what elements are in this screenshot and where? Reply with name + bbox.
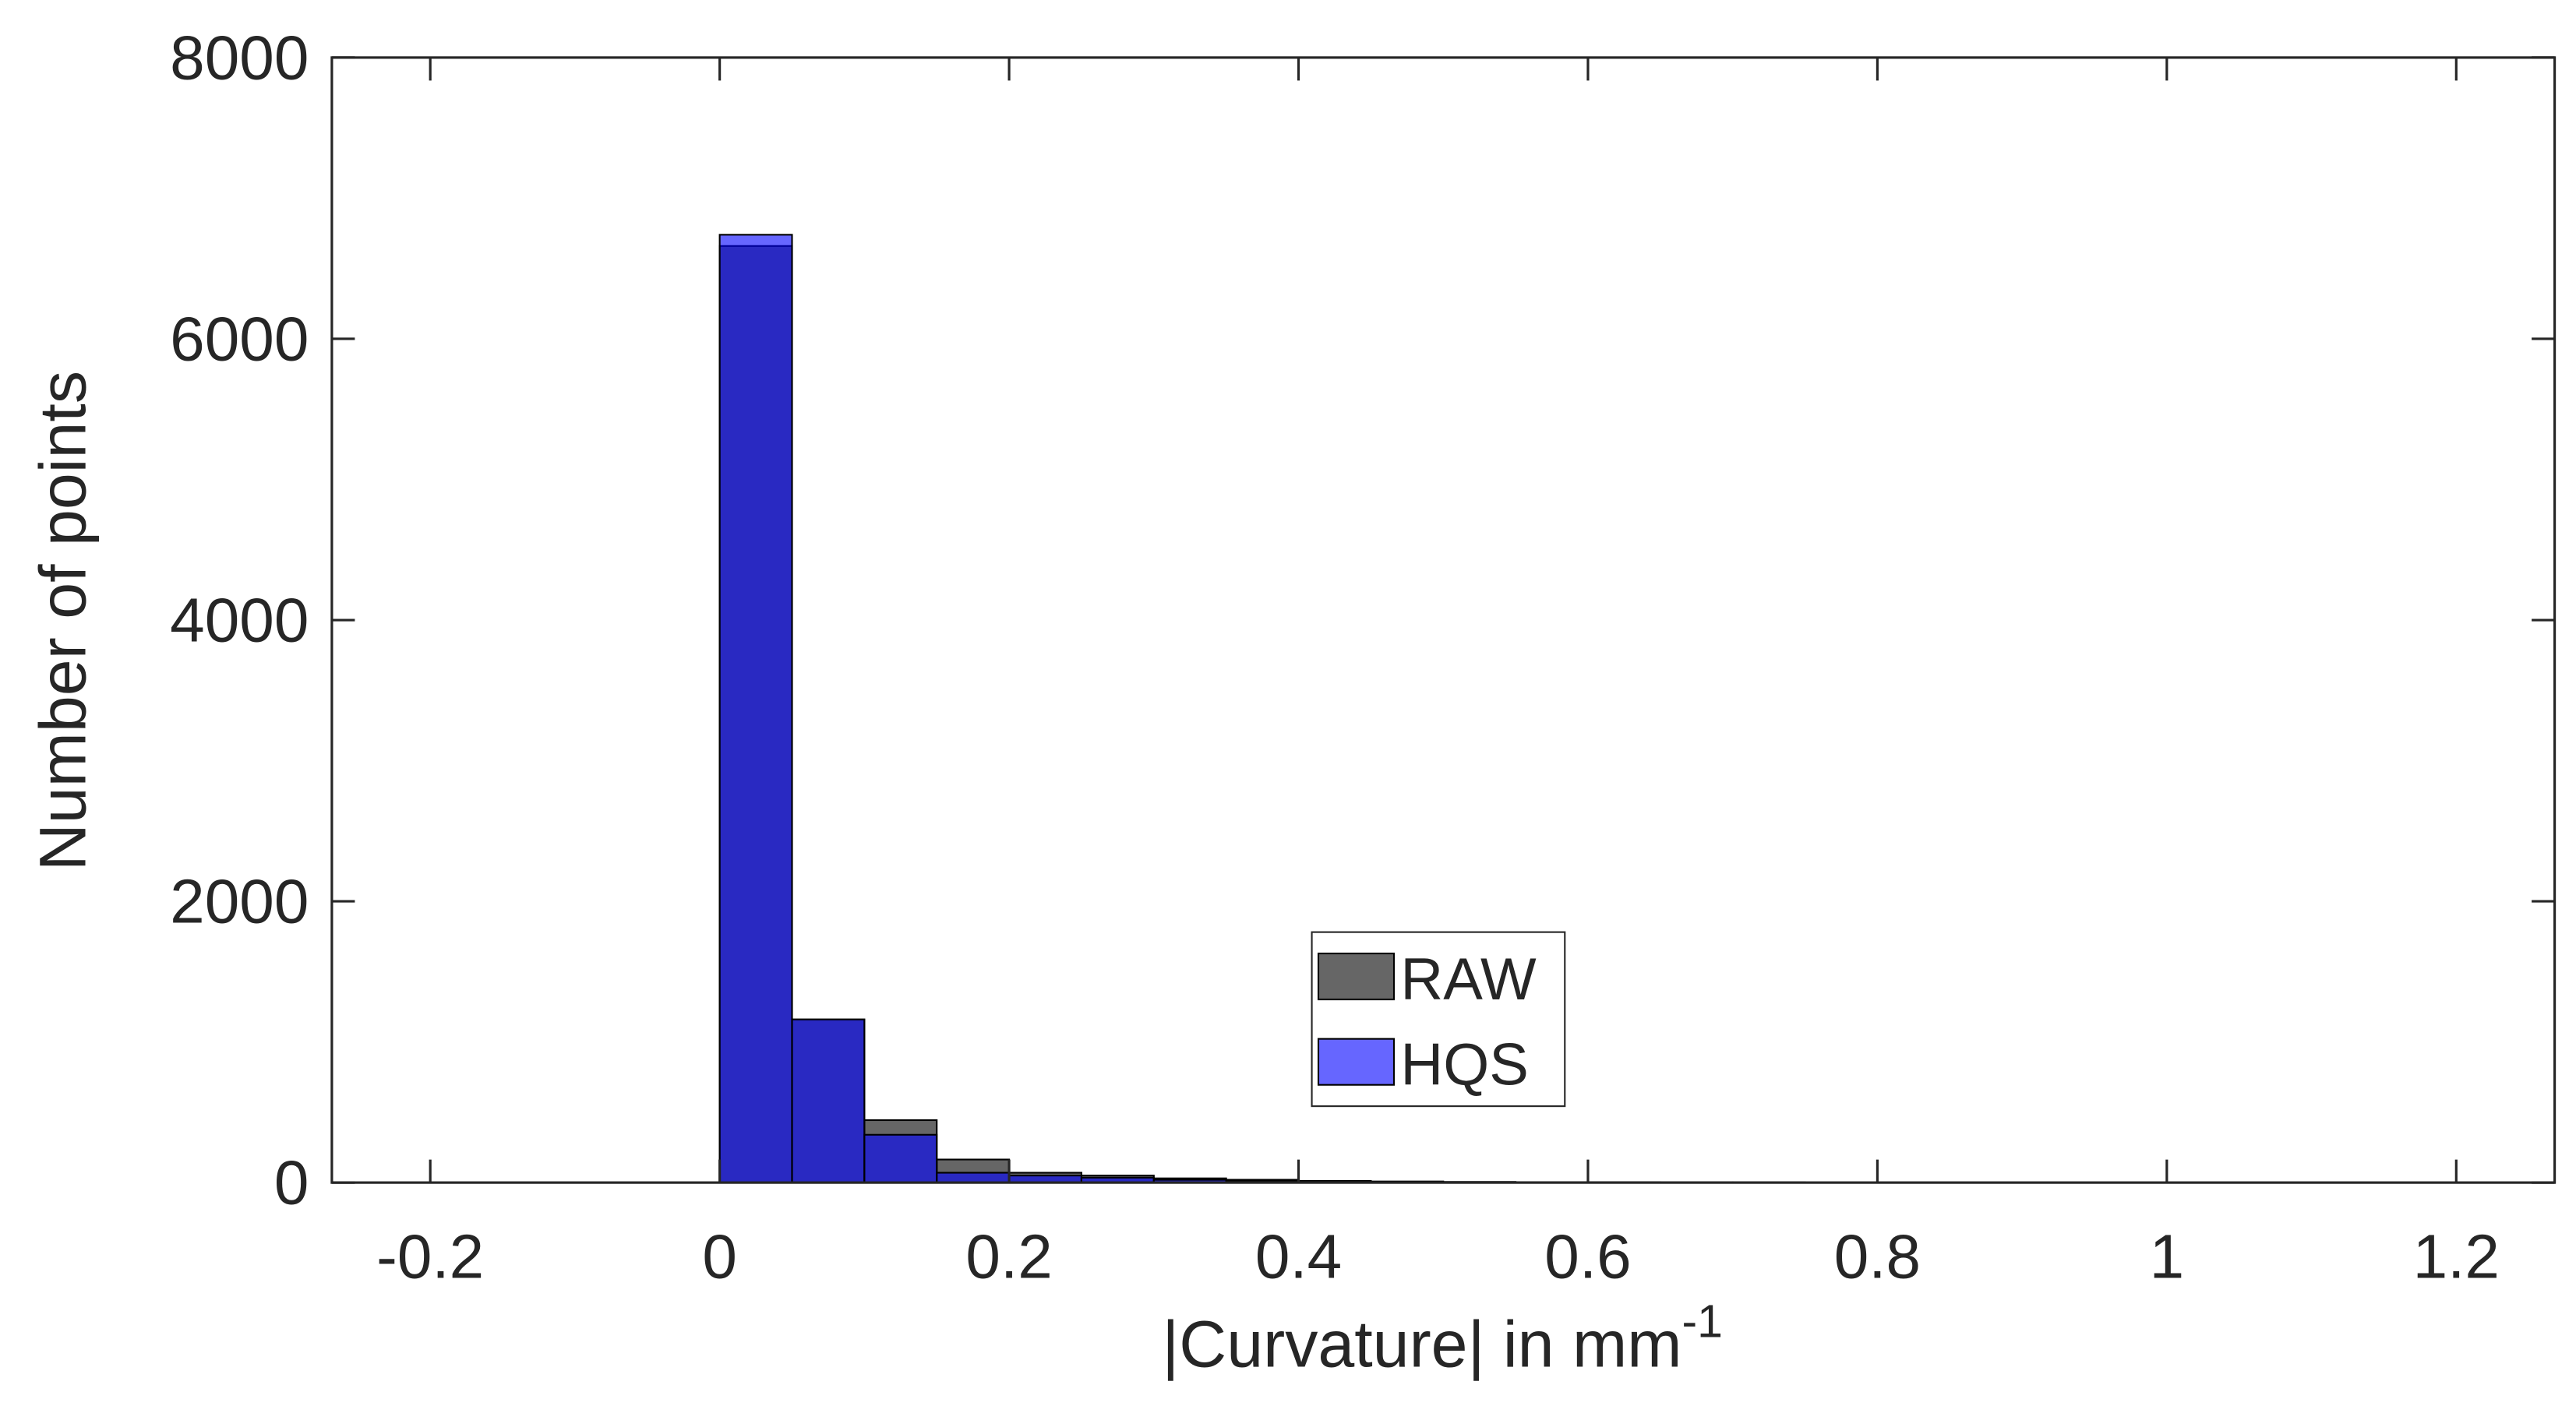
x-tick-label: -0.2 xyxy=(376,1221,484,1291)
x-tick-label: 0.6 xyxy=(1544,1221,1631,1291)
y-tick-label: 8000 xyxy=(170,22,309,92)
x-tick-label: 0.2 xyxy=(965,1221,1052,1291)
x-axis-label-text: |Curvature| in mm xyxy=(1162,1307,1681,1380)
x-tick-label: 0 xyxy=(702,1221,737,1291)
histogram-bar xyxy=(936,1172,1011,1184)
histogram-bar xyxy=(863,1133,938,1184)
legend-label: RAW xyxy=(1400,946,1537,1013)
x-axis-label: |Curvature| in mm-1 xyxy=(1162,1295,1723,1380)
plot-area xyxy=(718,234,1806,1184)
legend-swatch xyxy=(1317,1038,1396,1086)
histogram-bar xyxy=(791,1018,866,1184)
y-tick-label: 4000 xyxy=(170,584,309,654)
histogram-bar xyxy=(718,234,793,1184)
legend: RAW HQS xyxy=(1311,931,1566,1108)
y-tick-label: 2000 xyxy=(170,866,309,936)
x-tick-label: 0.4 xyxy=(1255,1221,1342,1291)
x-tick-label: 1.2 xyxy=(2413,1221,2500,1291)
legend-swatch xyxy=(1317,952,1396,1001)
y-tick-label: 6000 xyxy=(170,303,309,373)
legend-label: HQS xyxy=(1400,1032,1528,1098)
y-tick-label: 0 xyxy=(274,1147,309,1217)
x-tick-label: 0.8 xyxy=(1834,1221,1921,1291)
x-tick-label: 1 xyxy=(2150,1221,2185,1291)
x-axis-label-superscript: -1 xyxy=(1681,1295,1722,1347)
y-axis-label: Number of points xyxy=(26,371,100,871)
